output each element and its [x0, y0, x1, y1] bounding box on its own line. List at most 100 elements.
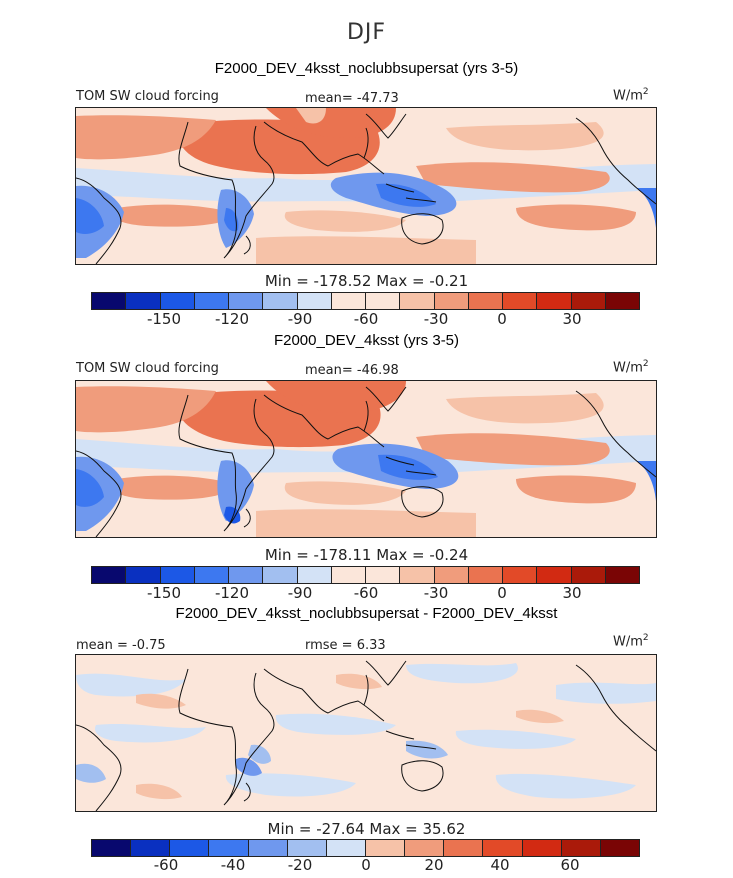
colorbar-tick-label: -60 — [153, 856, 179, 874]
colorbar-swatch — [483, 840, 523, 856]
diff-region — [455, 729, 576, 749]
colorbar-swatch — [297, 293, 332, 309]
cloud-region — [76, 115, 216, 160]
cloud-region — [112, 475, 236, 500]
colorbar-swatch — [400, 293, 435, 309]
colorbar-tick-label: 0 — [497, 310, 507, 328]
colorbar-swatch — [365, 840, 406, 856]
coastline — [401, 213, 444, 245]
coastline — [385, 730, 437, 750]
cloud-region — [446, 393, 604, 424]
colorbar-tick-label: 20 — [424, 856, 444, 874]
colorbar-swatch — [561, 840, 601, 856]
coastline — [76, 724, 122, 811]
colorbar-tick-label: -120 — [214, 584, 250, 602]
panel3-map — [75, 654, 657, 812]
cloud-region — [636, 461, 656, 501]
colorbar-tick-label: -30 — [423, 584, 449, 602]
coastline — [363, 674, 369, 706]
panel1-title: F2000_DEV_4ksst_noclubbsupersat (yrs 3-5… — [214, 60, 519, 77]
diff-region — [76, 673, 186, 697]
diff-region — [406, 663, 518, 684]
colorbar-swatch — [263, 567, 298, 583]
colorbar-swatch — [522, 840, 562, 856]
panel1-units: W/m2 — [613, 87, 649, 104]
diff-region — [495, 773, 636, 799]
coastline — [385, 456, 437, 476]
colorbar-tick-label: 0 — [361, 856, 371, 874]
colorbar-tick-label: -150 — [146, 584, 182, 602]
colorbar-swatch — [571, 293, 606, 309]
colorbar-swatch — [444, 840, 484, 856]
cloud-region — [76, 386, 216, 433]
coastline — [263, 121, 385, 175]
cloud-region — [76, 198, 104, 234]
colorbar-swatch — [331, 293, 366, 309]
colorbar-swatch — [126, 567, 161, 583]
coastline — [243, 782, 251, 802]
cloud-region — [284, 210, 406, 232]
colorbar-swatch — [434, 567, 469, 583]
coastline — [575, 664, 656, 752]
cloud-region — [516, 204, 636, 231]
panel3-title: F2000_DEV_4ksst_noclubbsupersat - F2000_… — [175, 605, 558, 622]
colorbar-swatch — [503, 567, 538, 583]
cloud-region — [446, 122, 604, 151]
diff-region — [76, 763, 106, 783]
colorbar-tick-label: -20 — [287, 856, 313, 874]
coastline — [76, 177, 122, 264]
cloud-region — [416, 433, 610, 466]
colorbar-swatch — [194, 567, 229, 583]
diff-region — [94, 724, 206, 743]
diff-region — [556, 682, 656, 704]
coastline — [365, 386, 407, 412]
cloud-region — [376, 183, 436, 207]
cloud-region — [224, 506, 241, 524]
colorbar-tick-label: -150 — [146, 310, 182, 328]
panel1-min-max: Min = -178.52 Max = -0.21 — [264, 272, 469, 290]
coastline — [401, 760, 444, 792]
cloud-region — [266, 108, 396, 138]
diff-region — [236, 757, 262, 776]
colorbar-tick-label: -60 — [353, 584, 379, 602]
panel2-min-max: Min = -178.11 Max = -0.24 — [264, 546, 469, 564]
diff-region — [406, 740, 448, 759]
coastline — [575, 390, 656, 478]
colorbar-swatch — [92, 293, 127, 309]
coastline — [385, 183, 437, 203]
colorbar-swatch — [131, 840, 171, 856]
colorbar-swatch — [405, 840, 445, 856]
colorbar-swatch — [605, 293, 639, 309]
colorbar-tick-label: -30 — [423, 310, 449, 328]
panel2-title: F2000_DEV_4ksst (yrs 3-5) — [273, 332, 460, 349]
diff-region — [136, 783, 182, 800]
colorbar-tick-label: -120 — [214, 310, 250, 328]
colorbar-tick-label: 40 — [490, 856, 510, 874]
diff-region — [136, 693, 186, 709]
coastline — [263, 394, 385, 448]
colorbar-swatch — [287, 840, 327, 856]
cloud-region — [296, 108, 326, 124]
colorbar-swatch — [194, 293, 229, 309]
coastline — [575, 117, 656, 205]
diff-region — [336, 673, 382, 690]
panel1-map — [75, 107, 657, 265]
coastline — [178, 121, 275, 259]
colorbar-swatch — [400, 567, 435, 583]
colorbar-tick-label: -90 — [287, 310, 313, 328]
panel2-map — [75, 380, 657, 538]
coastline — [243, 235, 251, 255]
panel1-mean-label: mean= -47.73 — [305, 91, 399, 106]
panel3-mean-label: mean = -0.75 — [76, 638, 166, 653]
coastline — [365, 113, 407, 139]
cloud-region — [636, 188, 656, 228]
cloud-region — [256, 509, 476, 537]
cloud-region — [76, 469, 104, 507]
colorbar-swatch — [160, 293, 195, 309]
colorbar-swatch — [331, 567, 366, 583]
panel3-colorbar — [91, 839, 640, 857]
colorbar-swatch — [503, 293, 538, 309]
coastline — [363, 400, 369, 432]
colorbar-swatch — [297, 567, 332, 583]
colorbar-swatch — [170, 840, 210, 856]
